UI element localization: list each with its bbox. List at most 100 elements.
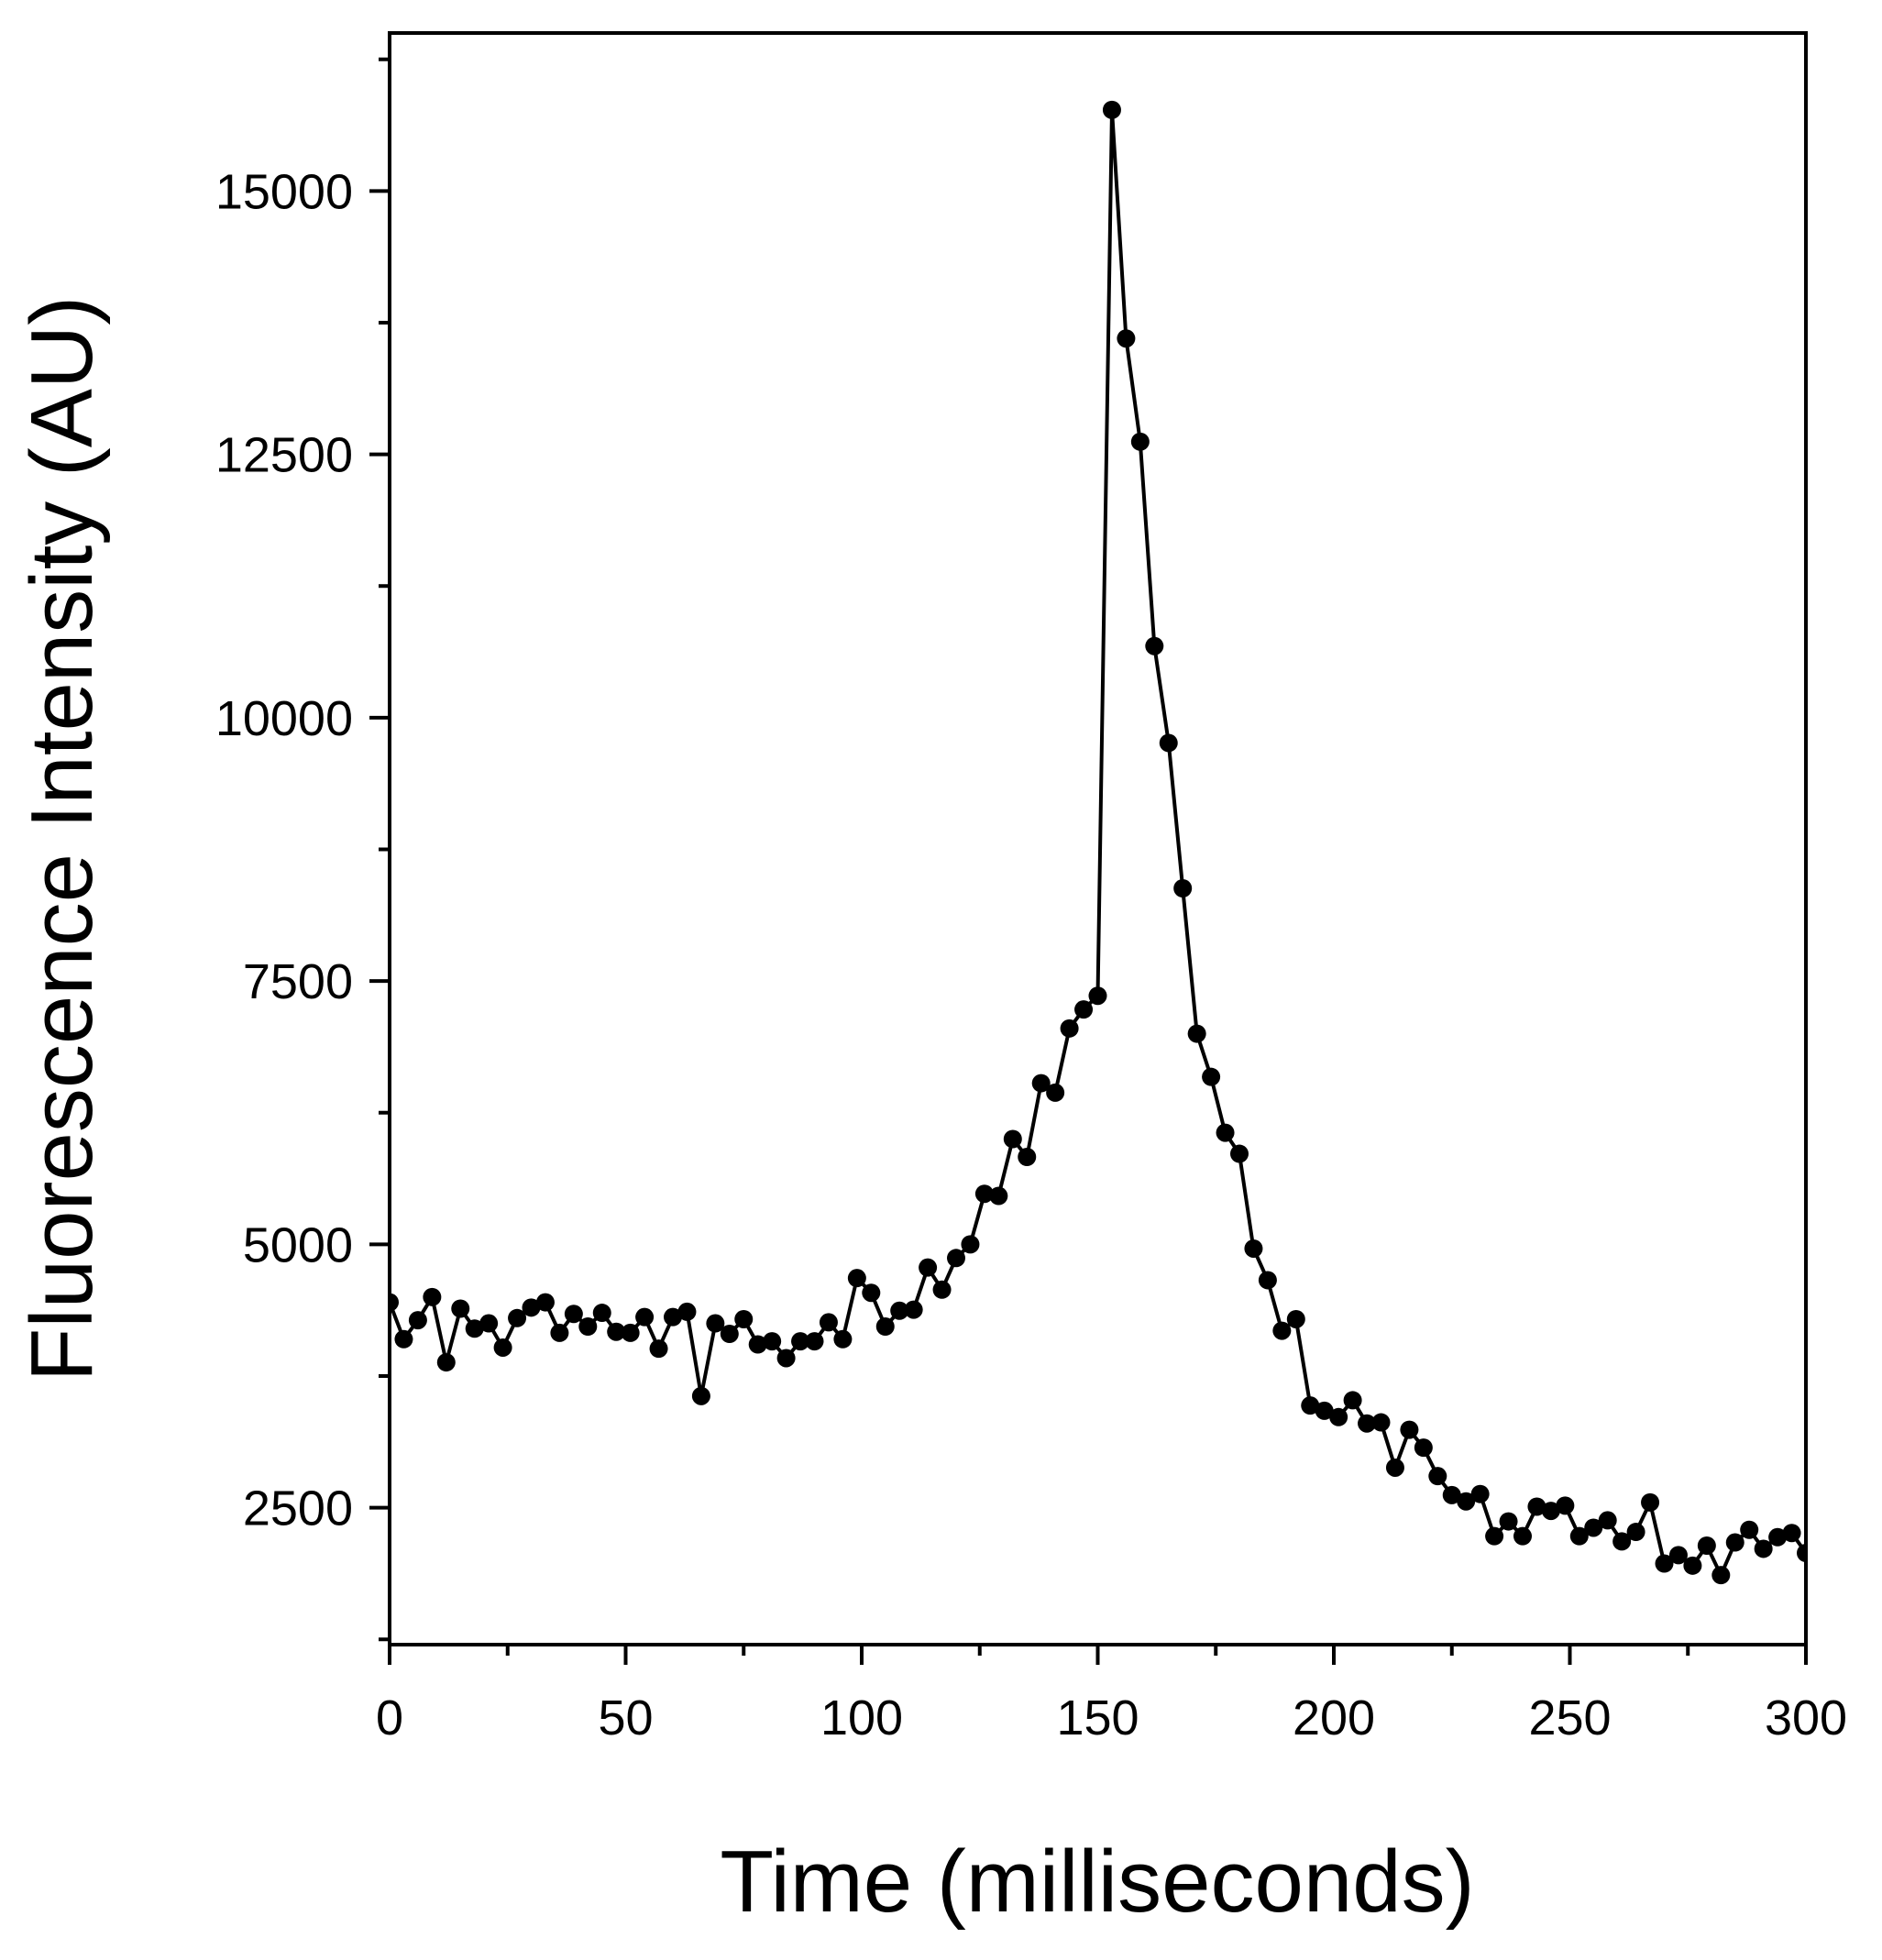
y-axis: 2500 5000 7500 10000 12500 15000 [215, 57, 390, 1642]
y-tick-label: 10000 [215, 691, 353, 746]
data-point [776, 1349, 796, 1368]
y-tick-label: 15000 [215, 164, 353, 219]
y-tick-label: 7500 [243, 954, 353, 1009]
data-point [1130, 432, 1150, 451]
data-point [1442, 1485, 1461, 1504]
data-point [1668, 1546, 1688, 1565]
y-axis-title: Fluorescence Intensity (AU) [13, 296, 111, 1382]
data-point [748, 1335, 767, 1354]
data-point [493, 1338, 512, 1357]
data-point [1088, 986, 1107, 1006]
data-point [1513, 1526, 1532, 1546]
data-point [1485, 1526, 1504, 1546]
data-point [961, 1235, 980, 1254]
data-point [1740, 1520, 1759, 1539]
data-point [1428, 1467, 1447, 1486]
data-point [394, 1329, 413, 1349]
data-point [989, 1186, 1008, 1206]
data-point [1711, 1566, 1731, 1585]
data-point [1258, 1271, 1277, 1290]
data-point [706, 1314, 725, 1333]
data-point [451, 1299, 470, 1318]
data-point [1230, 1144, 1249, 1163]
data-point [635, 1307, 655, 1327]
data-point [691, 1386, 710, 1405]
data-point [791, 1332, 810, 1351]
data-point [1385, 1458, 1404, 1477]
data-point [1541, 1502, 1560, 1521]
data-point [1031, 1074, 1051, 1093]
data-point [1187, 1024, 1206, 1043]
data-point [1683, 1556, 1702, 1575]
data-point [932, 1280, 952, 1299]
series-line [390, 107, 1806, 1578]
data-point [1301, 1396, 1320, 1415]
x-tick-label: 250 [1528, 1690, 1611, 1745]
x-axis-title: Time (milliseconds) [720, 1833, 1474, 1931]
data-point [649, 1339, 668, 1359]
data-point [423, 1287, 442, 1306]
y-tick-label: 2500 [243, 1481, 353, 1536]
data-point [1046, 1083, 1065, 1102]
data-point [621, 1323, 640, 1342]
data-point [592, 1304, 611, 1323]
data-point [1569, 1526, 1589, 1546]
data-point [1060, 1019, 1079, 1038]
data-point [1315, 1401, 1334, 1420]
data-point [564, 1305, 583, 1324]
data-point [1074, 1000, 1094, 1019]
data-point [1725, 1533, 1744, 1552]
data-point [890, 1301, 909, 1320]
data-point [535, 1293, 555, 1312]
data-point [862, 1283, 881, 1303]
data-point [1145, 636, 1164, 655]
data-point [819, 1313, 838, 1332]
data-point [550, 1323, 569, 1342]
data-point [1159, 733, 1178, 753]
data-point [833, 1329, 853, 1349]
data-point [763, 1332, 782, 1351]
x-tick-label: 150 [1056, 1690, 1139, 1745]
data-point [1286, 1309, 1305, 1328]
data-point [677, 1302, 697, 1321]
data-point [408, 1311, 427, 1330]
data-point [1400, 1420, 1419, 1439]
data-point [720, 1325, 739, 1344]
data-point [1358, 1414, 1377, 1433]
data-point [436, 1353, 456, 1372]
x-tick-label: 300 [1765, 1690, 1847, 1745]
data-point [1754, 1539, 1773, 1558]
x-tick-label: 100 [820, 1690, 903, 1745]
data-point [1655, 1554, 1674, 1573]
x-tick-label: 200 [1293, 1690, 1375, 1745]
data-point [904, 1300, 923, 1319]
data-point [522, 1298, 541, 1317]
data-point [1371, 1413, 1391, 1432]
data-point [607, 1322, 626, 1341]
data-point [390, 1293, 399, 1312]
data-point [1612, 1532, 1632, 1551]
data-point [1457, 1492, 1476, 1511]
data-point [1641, 1492, 1660, 1512]
y-tick-label: 5000 [243, 1217, 353, 1272]
data-point [1173, 879, 1193, 898]
data-point [1343, 1391, 1362, 1410]
data-point [1697, 1536, 1716, 1555]
data-point [578, 1316, 598, 1336]
data-point [919, 1258, 938, 1277]
data-point [1470, 1484, 1490, 1503]
data-point [1527, 1497, 1546, 1516]
data-point [1202, 1067, 1221, 1086]
x-axis: 0 50 100 150 200 250 300 [376, 1645, 1847, 1745]
data-point [947, 1249, 965, 1268]
data-point [1003, 1129, 1022, 1149]
data-point [1117, 329, 1136, 348]
data-point [1499, 1512, 1518, 1531]
data-series [390, 100, 1806, 1585]
data-point [1216, 1123, 1235, 1142]
data-point [1584, 1518, 1603, 1537]
data-point [847, 1269, 866, 1288]
data-point [1556, 1496, 1575, 1515]
data-point [875, 1316, 895, 1336]
